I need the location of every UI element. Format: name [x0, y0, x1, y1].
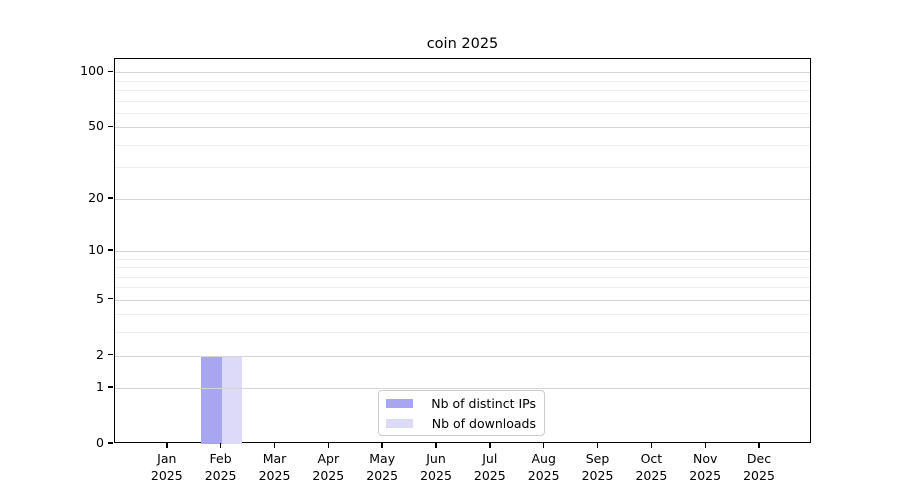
y-tick-label: 10 — [88, 241, 104, 257]
y-tick-label: 100 — [80, 63, 104, 79]
y-tick-mark — [108, 125, 113, 127]
x-tick-label: Jun 2025 — [420, 451, 452, 483]
x-tick-label: May 2025 — [366, 451, 399, 483]
gridline-minor — [115, 80, 810, 82]
x-tick-label: Dec 2025 — [743, 451, 775, 483]
x-tick-label: Sep 2025 — [581, 451, 614, 483]
gridline-major — [115, 198, 810, 200]
x-tick-label: Mar 2025 — [258, 451, 291, 483]
legend: Nb of distinct IPs Nb of downloads — [378, 390, 545, 436]
x-tick-label: Feb 2025 — [204, 451, 237, 483]
gridline-minor — [115, 332, 810, 334]
gridline-major — [115, 299, 810, 301]
legend-label: Nb of downloads — [431, 415, 536, 431]
y-tick-label: 0 — [96, 435, 104, 450]
chart-title: coin 2025 — [426, 36, 499, 52]
plot-area — [114, 58, 811, 444]
x-tick-mark — [542, 443, 545, 448]
gridline-major — [115, 250, 810, 252]
x-tick-mark — [758, 443, 760, 448]
legend-label: Nb of distinct IPs — [431, 395, 536, 411]
gridline-major — [115, 388, 810, 390]
y-tick-mark — [108, 249, 113, 251]
x-tick-mark — [435, 443, 437, 448]
x-tick-mark — [489, 443, 491, 448]
legend-swatch-icon — [386, 398, 413, 408]
y-tick-label: 5 — [96, 290, 104, 306]
gridline-minor — [115, 276, 810, 278]
x-tick-mark — [327, 443, 330, 448]
gridline-minor — [115, 144, 810, 146]
x-tick-label: Oct 2025 — [635, 451, 668, 483]
y-tick-mark — [108, 353, 113, 356]
y-tick-mark — [108, 70, 113, 72]
gridline-minor — [115, 267, 810, 268]
y-tick-mark — [108, 386, 113, 388]
x-tick-mark — [650, 443, 653, 448]
gridline-minor — [115, 90, 810, 91]
legend-entry: Nb of distinct IPs — [386, 395, 536, 411]
y-tick-label: 20 — [88, 189, 104, 205]
y-tick-label: 1 — [96, 379, 104, 395]
x-tick-mark — [219, 443, 222, 448]
y-tick-mark — [108, 442, 113, 444]
gridline-major — [115, 127, 810, 129]
x-tick-label: Aug 2025 — [527, 451, 560, 483]
y-tick-mark — [108, 197, 113, 199]
x-tick-label: Apr 2025 — [312, 451, 345, 483]
gridline-minor — [115, 100, 810, 102]
y-tick-mark — [108, 297, 113, 300]
bar-downloads — [221, 355, 242, 444]
x-tick-label: Jul 2025 — [473, 451, 506, 483]
x-tick-mark — [381, 443, 383, 448]
x-tick-mark — [596, 443, 599, 448]
gridline-minor — [115, 112, 810, 114]
gridline-minor — [115, 314, 810, 316]
gridline-major — [115, 72, 810, 74]
x-tick-mark — [166, 443, 168, 448]
x-tick-mark — [273, 443, 276, 448]
legend-entry: Nb of downloads — [386, 415, 536, 431]
gridline-major — [115, 355, 810, 357]
gridline-minor — [115, 167, 810, 169]
x-tick-label: Jan 2025 — [150, 451, 183, 483]
x-tick-mark — [704, 443, 706, 448]
gridline-minor — [115, 287, 810, 289]
bar-distinct-ips — [201, 355, 222, 444]
y-tick-label: 50 — [88, 118, 104, 134]
x-tick-label: Nov 2025 — [689, 451, 722, 483]
legend-swatch-icon — [386, 418, 413, 428]
gridline-minor — [115, 258, 810, 260]
y-tick-label: 2 — [96, 346, 104, 362]
